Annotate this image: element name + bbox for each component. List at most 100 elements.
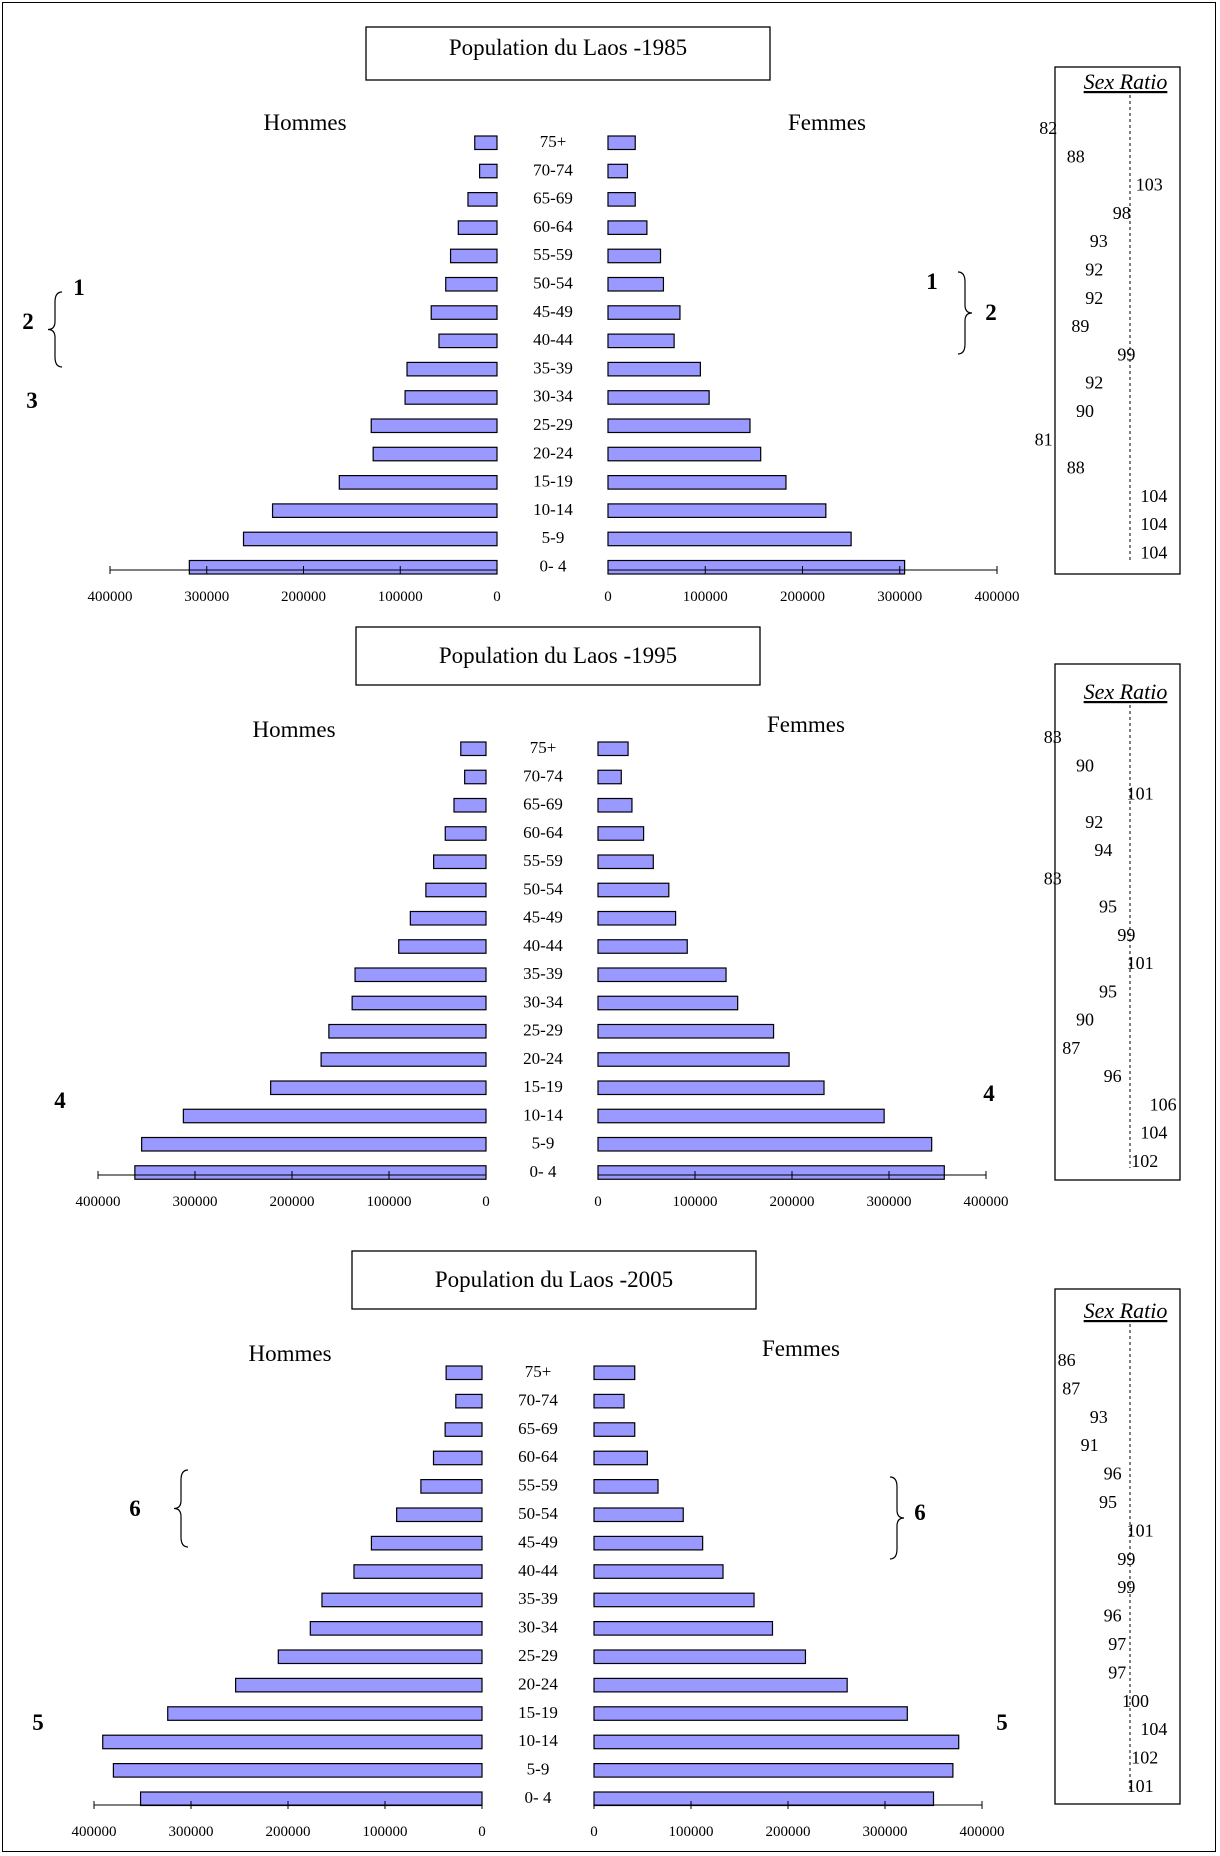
men-tick-label: 200000 [281,589,326,605]
men-tick-label: 200000 [266,1824,311,1840]
bar-women-10-14 [597,1108,885,1124]
bar-men-30-34 [309,1620,483,1636]
bar-men-45-49 [370,1535,483,1551]
bar-men-20-24 [320,1052,487,1067]
bar-women-5-9 [597,1136,933,1152]
bar-women-60-64 [607,220,648,235]
men-tick-label: 0 [493,589,501,605]
bar-men-25-29 [277,1649,483,1665]
men-tick-label: 100000 [378,589,423,605]
age-label: 75+ [540,132,567,151]
bar-men-40-44 [438,333,498,349]
women-tick-label: 100000 [683,589,728,605]
men-tick-label: 100000 [367,1194,412,1210]
bar-women-45-49 [597,910,677,926]
annotation-mark: 6 [129,1496,141,1521]
age-label: 70-74 [523,766,563,785]
women-tick-label: 200000 [766,1824,811,1840]
women-tick-label: 100000 [669,1824,714,1840]
sex-ratio-value: 98 [1113,203,1131,223]
age-label: 40-44 [518,1561,558,1580]
age-label: 30-34 [518,1618,558,1637]
bar-women-0-4 [597,1165,945,1180]
age-label: 70-74 [518,1390,558,1409]
sex-ratio-value: 90 [1076,1010,1094,1030]
bar-men-0-4 [139,1791,483,1807]
sex-ratio-value: 99 [1117,1549,1135,1569]
women-tick-label: 0 [594,1194,602,1210]
bar-men-65-69 [467,192,498,207]
sex-ratio-value: 103 [1136,175,1163,195]
women-tick-label: 400000 [975,589,1020,605]
sex-ratio-value: 101 [1127,953,1154,973]
annotation-mark: 4 [983,1081,995,1106]
bar-men-60-64 [432,1450,483,1466]
bar-men-20-24 [372,446,498,462]
sex-ratio-value: 97 [1108,1634,1126,1654]
women-tick-label: 300000 [877,589,922,605]
bar-women-15-19 [607,475,787,490]
bar-women-35-39 [593,1592,755,1608]
women-label: Femmes [767,712,845,737]
women-label: Femmes [762,1336,840,1361]
bar-men-5-9 [141,1136,487,1152]
men-tick-label: 300000 [184,589,229,605]
age-label: 65-69 [533,189,573,208]
sex-ratio-value: 101 [1127,1776,1154,1796]
bar-women-70-74 [607,163,629,179]
sex-ratio-value: 99 [1117,925,1135,945]
sex-ratio-value: 96 [1104,1464,1122,1484]
sex-ratio-value: 92 [1085,373,1103,393]
age-label: 10-14 [518,1731,558,1750]
men-tick-label: 300000 [173,1194,218,1210]
bar-women-75+ [607,135,636,151]
bar-women-0-4 [593,1791,935,1807]
sex-ratio-title: Sex Ratio [1084,69,1168,94]
bar-women-5-9 [607,531,852,547]
sex-ratio-value: 87 [1062,1038,1080,1058]
bar-women-75+ [593,1365,636,1381]
men-tick-label: 0 [482,1194,490,1210]
bar-women-70-74 [597,769,622,785]
age-label: 15-19 [533,472,573,491]
annotation-mark: 2 [22,309,34,334]
bar-women-60-64 [593,1450,648,1466]
bar-men-25-29 [370,418,498,434]
bar-men-55-59 [449,248,498,264]
age-label: 40-44 [533,330,573,349]
bar-men-15-19 [270,1080,487,1096]
chart-title: Population du Laos -2005 [435,1267,673,1292]
bar-men-40-44 [353,1564,483,1579]
women-label: Femmes [788,110,866,135]
bar-men-50-54 [445,276,498,292]
age-label: 5-9 [527,1760,550,1779]
bar-women-15-19 [593,1706,908,1721]
bar-men-60-64 [444,826,487,841]
age-label: 55-59 [523,851,563,870]
sex-ratio-value: 83 [1044,727,1062,747]
age-label: 25-29 [533,415,573,434]
bar-men-65-69 [453,797,487,813]
men-label: Hommes [248,1341,331,1366]
bar-men-30-34 [351,995,487,1011]
sex-ratio-value: 90 [1076,755,1094,775]
bar-women-55-59 [593,1478,659,1494]
bar-women-45-49 [607,305,681,320]
bar-men-60-64 [457,220,498,235]
sex-ratio-value: 104 [1140,1719,1167,1739]
bar-women-5-9 [593,1762,954,1778]
bar-men-35-39 [354,967,487,983]
sex-ratio-value: 95 [1099,981,1117,1001]
age-label: 25-29 [518,1646,558,1665]
age-label: 75+ [525,1362,552,1381]
bar-women-35-39 [607,361,701,377]
chart-title: Population du Laos -1985 [449,35,687,60]
age-label: 60-64 [533,217,573,236]
sex-ratio-value: 95 [1099,1492,1117,1512]
bar-men-10-14 [271,503,498,518]
age-label: 20-24 [533,443,573,462]
bar-women-30-34 [607,390,710,405]
age-label: 20-24 [518,1674,558,1693]
sex-ratio-value: 102 [1131,1151,1158,1171]
bar-men-45-49 [409,910,487,926]
